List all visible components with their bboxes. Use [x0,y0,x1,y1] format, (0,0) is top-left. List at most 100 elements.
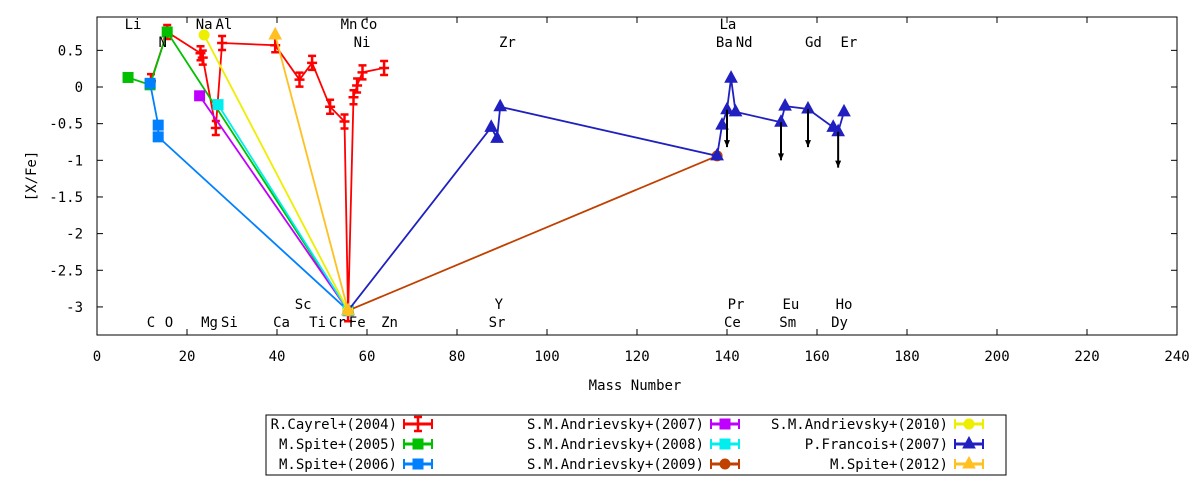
legend-label: M.Spite+(2006) [279,457,397,473]
legend-marker [962,435,976,449]
data-point [195,45,206,62]
data-point [325,98,336,116]
element-label: Ce [724,315,741,331]
data-point [270,36,281,54]
data-point [152,119,164,131]
series-line [217,104,349,312]
legend-label: S.M.Andrievsky+(2009) [527,457,704,473]
y-tick-label: -1.5 [49,190,83,206]
element-label: Zr [499,35,516,51]
data-point [490,130,504,143]
legend-marker [719,458,731,470]
data-point [357,64,368,81]
element-label: Cr [329,315,346,331]
upper-limit-arrow [805,108,811,148]
element-label: La [720,17,737,33]
element-label: C [147,315,155,331]
x-tick-label: 80 [449,349,466,365]
series-line [347,155,718,312]
element-label: Mn [341,17,358,33]
data-point [217,34,228,52]
legend-label: S.M.Andrievsky+(2007) [527,417,704,433]
legend-label: S.M.Andrievsky+(2010) [771,417,948,433]
legend-sample [710,418,740,430]
x-tick-label: 60 [359,349,376,365]
series-line [347,78,845,312]
x-tick-label: 20 [179,349,196,365]
data-point [144,77,156,89]
legend-sample [710,458,740,470]
series-m-spite-2005- [122,26,354,317]
element-label: Na [196,17,213,33]
data-point [352,77,363,94]
y-axis-label: [X/Fe] [24,151,40,202]
legend-marker [412,458,424,470]
x-tick-label: 140 [714,349,739,365]
element-label: N [159,35,167,51]
x-tick-label: 200 [984,349,1009,365]
legend-marker [962,455,976,469]
element-label: Ca [273,315,290,331]
series-m-spite-2012- [268,26,355,316]
data-point [152,131,164,143]
data-point [728,103,743,117]
legend-label: S.M.Andrievsky+(2008) [527,437,704,453]
upper-limit-arrow [835,131,842,168]
x-axis-label: Mass Number [589,378,682,394]
series-line [127,29,349,312]
series-s-m-andrievsky-2009- [342,150,723,317]
upper-limit-arrow [724,109,730,148]
legend-label: M.Spite+(2012) [830,457,948,473]
data-point [341,302,355,316]
element-label: Si [221,315,238,331]
series-s-m-andrievsky-2008- [212,99,354,317]
legend-marker [412,438,424,450]
x-tick-label: 0 [93,349,101,365]
series-m-spite-2006- [144,77,354,317]
element-label: Eu [783,297,800,313]
element-label: Ti [309,315,326,331]
data-point [710,147,724,161]
x-tick-label: 40 [269,349,286,365]
data-point [210,119,221,137]
legend-marker [413,415,423,433]
x-tick-label: 100 [534,349,559,365]
series-s-m-andrievsky-2010- [198,29,354,317]
series-p-francois-2007- [341,70,851,316]
element-label: Sc [295,297,312,313]
data-point [484,119,499,132]
data-point [212,99,224,111]
series-line [274,34,349,311]
data-point [294,71,305,88]
upper-limit-arrow [778,122,784,161]
series-r-cayrel-2004- [146,23,390,323]
data-point [724,70,738,83]
series-line [150,30,385,315]
data-point [198,29,210,41]
element-label: Nd [736,35,753,51]
element-label: Pr [728,297,745,313]
y-tick-label: -0.5 [49,117,83,133]
data-point [493,98,508,112]
data-point [339,113,350,130]
y-tick-label: -1 [66,153,83,169]
legend-box [265,414,1007,476]
element-label: Dy [831,315,848,331]
x-tick-label: 240 [1164,349,1189,365]
legend-sample [954,418,984,430]
y-tick-label: -3 [66,300,83,316]
data-point [194,90,206,102]
legend-sample [954,435,984,449]
element-label: Ni [354,35,371,51]
data-point [307,54,318,72]
legend-sample [403,438,433,450]
element-label: O [165,315,173,331]
y-tick-label: 0.5 [58,43,83,59]
series-line [198,95,349,312]
element-label: Al [216,17,233,33]
data-point [197,49,208,66]
data-point [268,26,283,40]
element-label: Gd [805,35,822,51]
